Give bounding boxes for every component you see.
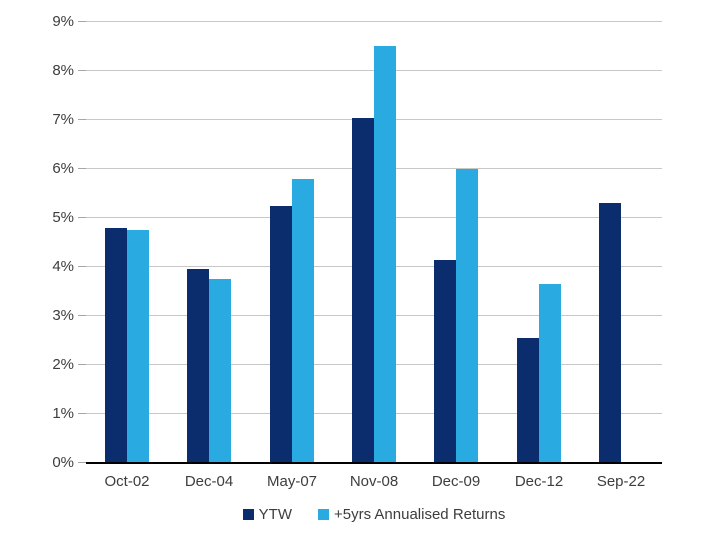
bar-5yrs-annualised-returns-may-07 [292, 179, 314, 463]
x-axis-line [86, 462, 662, 464]
bar-5yrs-annualised-returns-oct-02 [127, 230, 149, 463]
y-axis-tick-label: 9% [52, 13, 74, 30]
bar-5yrs-annualised-returns-nov-08 [374, 46, 396, 463]
y-axis-tick [78, 364, 86, 365]
legend-swatch-icon [242, 509, 254, 520]
legend-label: +5yrs Annualised Returns [333, 506, 506, 523]
y-axis-tick-label: 3% [52, 307, 74, 324]
x-axis-category-label: Sep-22 [596, 473, 646, 490]
plot-area [86, 21, 662, 463]
y-axis-tick [78, 315, 86, 316]
y-axis-tick [78, 266, 86, 267]
y-axis-tick [78, 119, 86, 120]
bar-5yrs-annualised-returns-dec-04 [209, 279, 231, 463]
bar-5yrs-annualised-returns-dec-12 [539, 284, 561, 463]
bar-ytw-sep-22 [599, 203, 621, 463]
legend-item-5yrs-annualised-returns: +5yrs Annualised Returns [317, 506, 506, 523]
y-axis-tick-label: 2% [52, 356, 74, 373]
x-axis-category-label: Dec-09 [431, 473, 481, 490]
y-axis-tick-label: 8% [52, 62, 74, 79]
legend-swatch-icon [317, 509, 329, 520]
y-axis-tick-label: 7% [52, 111, 74, 128]
bar-ytw-dec-09 [434, 260, 456, 463]
y-axis-tick-label: 0% [52, 454, 74, 471]
legend-label: YTW [258, 506, 292, 523]
x-axis-category-label: Dec-12 [514, 473, 564, 490]
bar-ytw-dec-12 [517, 338, 539, 463]
y-axis-tick-label: 5% [52, 209, 74, 226]
bar-ytw-nov-08 [352, 118, 374, 463]
y-axis-tick-label: 4% [52, 258, 74, 275]
y-axis-tick [78, 21, 86, 22]
bar-ytw-dec-04 [187, 269, 209, 463]
x-axis-category-label: Dec-04 [184, 473, 234, 490]
y-axis-tick [78, 217, 86, 218]
y-axis-tick [78, 462, 86, 463]
y-axis-tick-label: 1% [52, 405, 74, 422]
x-axis-category-label: Oct-02 [104, 473, 150, 490]
y-axis-tick [78, 413, 86, 414]
y-axis-tick [78, 168, 86, 169]
legend-item-ytw: YTW [242, 506, 292, 523]
x-axis-category-label: May-07 [266, 473, 318, 490]
y-axis-tick [78, 70, 86, 71]
x-axis-category-label: Nov-08 [349, 473, 399, 490]
legend: YTW +5yrs Annualised Returns [86, 506, 662, 523]
bar-ytw-may-07 [270, 206, 292, 463]
bar-ytw-oct-02 [105, 228, 127, 463]
y-axis-tick-label: 6% [52, 160, 74, 177]
bar-5yrs-annualised-returns-dec-09 [456, 169, 478, 463]
gridline [86, 21, 662, 22]
